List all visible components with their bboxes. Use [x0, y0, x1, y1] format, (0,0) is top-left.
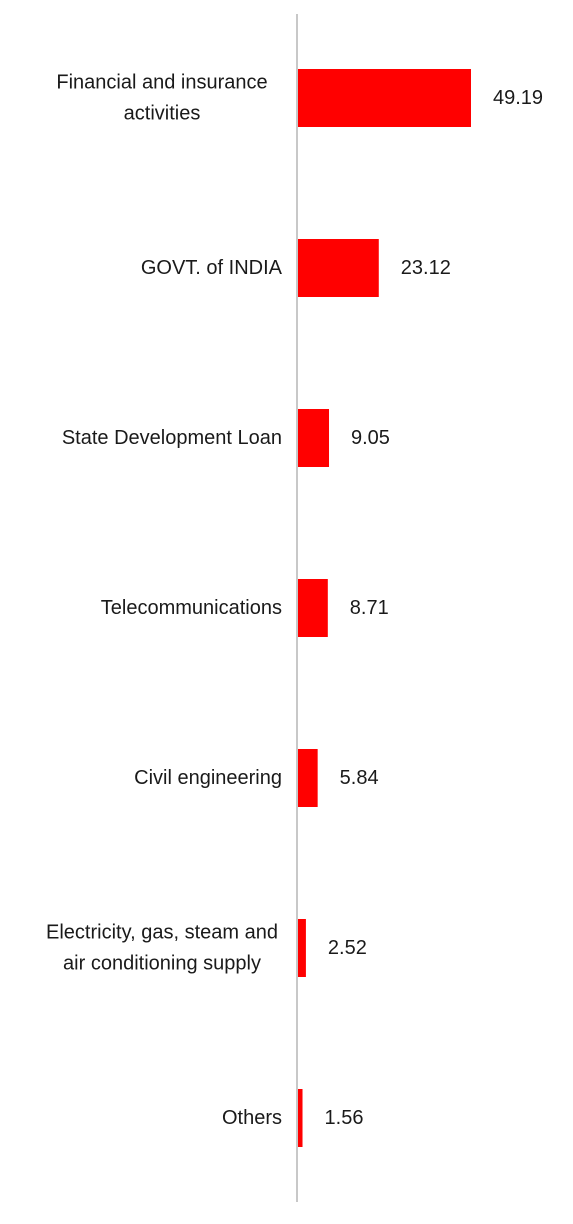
category-label-6-line-0: Others	[222, 1107, 282, 1129]
labels-layer: 49.19 Financial and insurance activities 23…	[46, 72, 543, 1130]
bar-4	[297, 749, 318, 807]
value-label-4: 5.84	[340, 767, 379, 789]
bar-0	[297, 69, 471, 127]
category-label-3-line-0: Telecommunications	[101, 597, 282, 619]
value-label-1: 23.12	[401, 257, 451, 279]
value-label-5: 2.52	[328, 937, 367, 959]
value-label-3: 8.71	[350, 597, 389, 619]
category-label-0-line-1: activities	[124, 103, 201, 125]
bar-5	[297, 919, 306, 977]
category-label-0-line-0: Financial and insurance	[56, 72, 267, 94]
category-label-5-line-0: Electricity, gas, steam and	[46, 922, 278, 944]
category-label-5-line-1: air conditioning supply	[63, 953, 261, 975]
value-label-0: 49.19	[493, 87, 543, 109]
category-label-1-line-0: GOVT. of INDIA	[141, 257, 283, 279]
category-label-6: Others	[222, 1107, 282, 1129]
bar-1	[297, 239, 379, 297]
category-label-4: Civil engineering	[134, 767, 282, 789]
category-label-4-line-0: Civil engineering	[134, 767, 282, 789]
category-label-1: GOVT. of INDIA	[141, 257, 283, 279]
bar-6	[297, 1089, 303, 1147]
bar-2	[297, 409, 330, 467]
category-label-2: State Development Loan	[62, 427, 282, 449]
bars-layer	[297, 69, 471, 1147]
value-label-2: 9.05	[351, 427, 390, 449]
category-label-3: Telecommunications	[101, 597, 282, 619]
category-label-0: Financial and insurance activities	[56, 72, 267, 125]
bar-3	[297, 579, 328, 637]
category-label-5: Electricity, gas, steam and air condition…	[46, 922, 278, 975]
category-label-2-line-0: State Development Loan	[62, 427, 282, 449]
value-label-6: 1.56	[325, 1107, 364, 1129]
